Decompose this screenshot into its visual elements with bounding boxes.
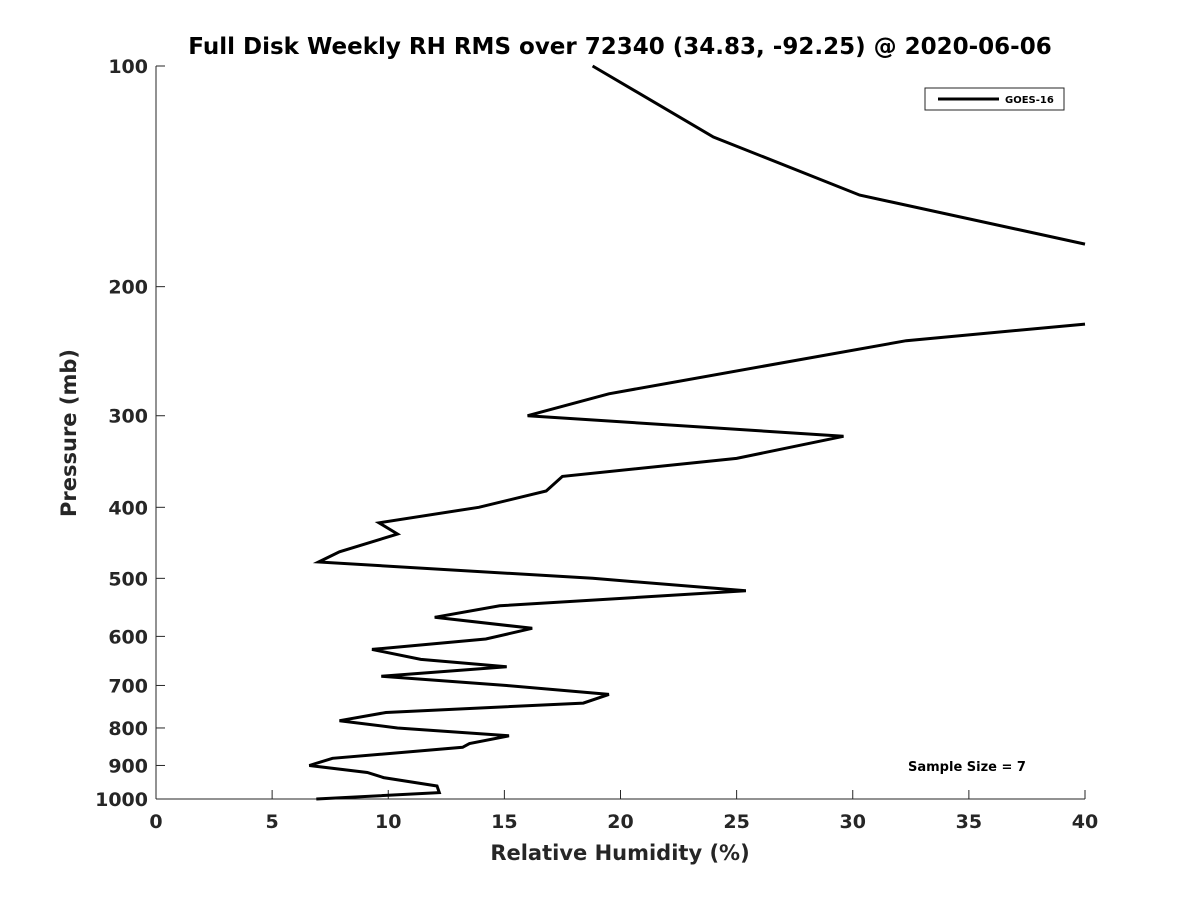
y-tick-label: 500 (108, 568, 148, 590)
y-axis-title: Pressure (mb) (57, 349, 81, 517)
tick-marks: 0 5 10 15 20 25 30 35 40 100 200 300 400 500 600 700 800… (95, 56, 1098, 833)
series-group (308, 64, 1086, 801)
x-tick-label: 40 (1072, 811, 1098, 833)
sample-size-annotation: Sample Size = 7 (908, 760, 1026, 775)
plot-axes (155, 66, 1085, 800)
x-tick-label: 10 (375, 811, 401, 833)
x-tick-label: 0 (149, 811, 162, 833)
y-tick-label: 800 (108, 718, 148, 740)
series-line-goes-16 (308, 64, 1086, 801)
chart-title: Full Disk Weekly RH RMS over 72340 (34.8… (188, 34, 1051, 60)
y-tick-label: 700 (108, 675, 148, 697)
x-tick-label: 25 (723, 811, 749, 833)
legend-label: GOES-16 (1005, 95, 1054, 106)
y-tick-label: 100 (108, 56, 148, 78)
x-tick-label: 5 (266, 811, 279, 833)
y-tick-label: 400 (108, 497, 148, 519)
legend: GOES-16 (924, 87, 1065, 111)
x-tick-label: 20 (607, 811, 633, 833)
y-tick-label: 900 (108, 755, 148, 777)
x-tick-label: 15 (491, 811, 517, 833)
y-tick-label: 200 (108, 277, 148, 299)
x-axis-title: Relative Humidity (%) (490, 841, 749, 865)
y-tick-label: 300 (108, 406, 148, 428)
x-tick-label: 30 (840, 811, 866, 833)
y-tick-label: 1000 (95, 789, 148, 811)
x-tick-label: 35 (956, 811, 982, 833)
y-tick-label: 600 (108, 626, 148, 648)
